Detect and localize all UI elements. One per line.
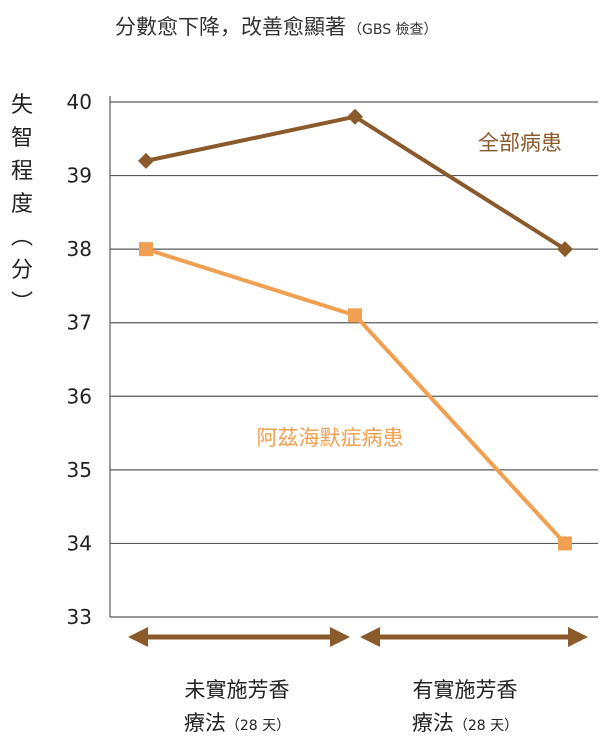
series-point [347, 108, 363, 125]
period-after-line2: 療法（28 天） [412, 711, 518, 735]
y-axis-label-char: 程 [11, 159, 33, 184]
chart-title-note: （GBS 檢查） [348, 21, 438, 38]
y-axis-label-char: ︶ [11, 291, 33, 316]
series-point [139, 242, 153, 257]
y-tick-label: 36 [67, 384, 92, 408]
y-axis-label-char: 分 [11, 258, 33, 283]
series-point [348, 308, 362, 323]
period-after-line1: 有實施芳香 [413, 678, 518, 702]
series-group [138, 108, 573, 551]
period-arrow-head [128, 627, 148, 647]
y-axis-label-char: 智 [11, 126, 33, 151]
period-before-line2-text: 療法 [184, 711, 226, 735]
y-tick-label: 38 [67, 237, 92, 261]
y-axis-label-char: 失 [11, 93, 33, 118]
series-point [557, 241, 573, 258]
period-arrow-head [568, 627, 588, 647]
period-arrow-head [330, 627, 350, 647]
y-tick-label: 37 [67, 311, 92, 335]
period-before-line1: 未實施芳香 [185, 678, 290, 702]
y-tick-labels: 33 34 35 36 37 38 39 40 [67, 90, 92, 629]
y-tick-label: 39 [67, 164, 92, 188]
y-tick-label: 40 [67, 90, 92, 114]
chart-title-main: 分數愈下降，改善愈顯著 [115, 15, 346, 39]
y-tick-label: 33 [67, 605, 92, 629]
y-tick-label: 34 [67, 531, 92, 555]
period-before-note: （28 天） [226, 718, 290, 734]
period-arrows [128, 627, 588, 647]
period-label-before: 未實施芳香 療法（28 天） [184, 678, 290, 735]
series-label: 阿茲海默症病患 [257, 426, 404, 450]
period-label-after: 有實施芳香 療法（28 天） [412, 678, 518, 735]
gridlines [110, 101, 598, 618]
period-before-line2: 療法（28 天） [184, 711, 290, 735]
series-label: 全部病患 [478, 131, 562, 155]
y-axis-label-char: 度 [11, 192, 33, 217]
y-tick-label: 35 [67, 458, 92, 482]
y-axis-label-char: ︵ [11, 225, 33, 250]
series-point [558, 536, 572, 551]
chart-title: 分數愈下降，改善愈顯著 （GBS 檢查） [115, 15, 438, 39]
period-after-note: （28 天） [454, 718, 518, 734]
series-point [138, 152, 154, 169]
period-after-line2-text: 療法 [412, 711, 454, 735]
period-arrow-head [360, 627, 380, 647]
